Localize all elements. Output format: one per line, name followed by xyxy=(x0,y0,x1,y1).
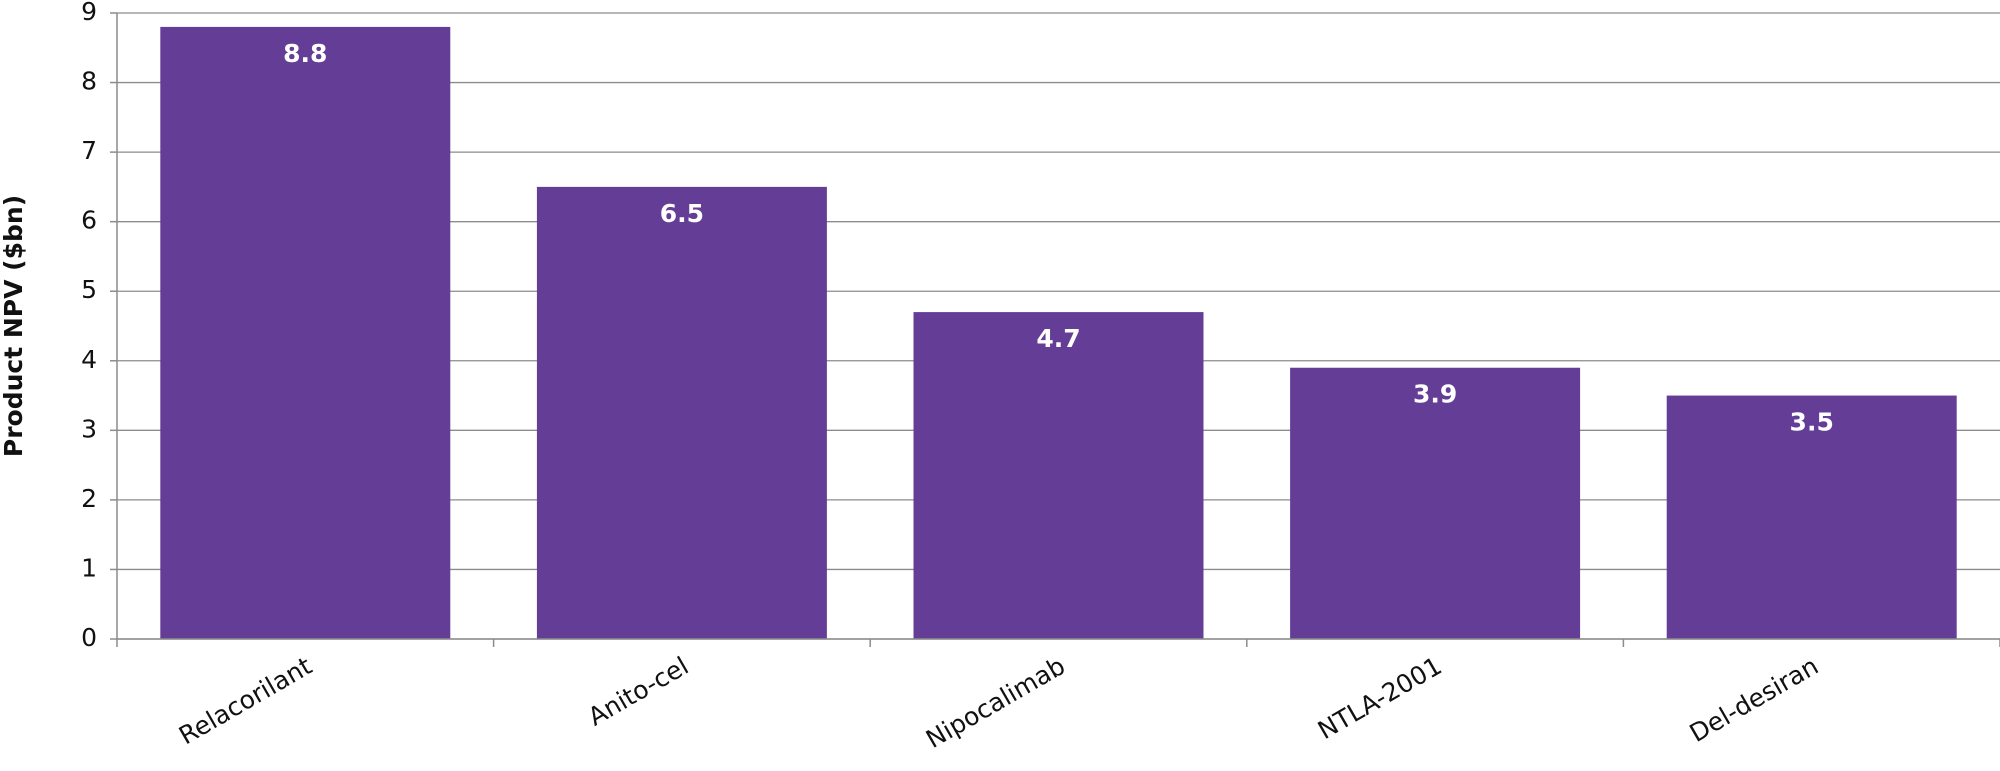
data-label: 6.5 xyxy=(660,199,704,228)
y-tick-label: 3 xyxy=(81,414,97,443)
data-label: 8.8 xyxy=(283,39,327,68)
bar xyxy=(1666,395,1957,639)
bar xyxy=(160,26,451,639)
bar xyxy=(1290,367,1581,639)
bar xyxy=(536,186,827,639)
y-axis-label: Product NPV ($bn) xyxy=(0,195,28,457)
x-tick-label: Anito-cel xyxy=(583,651,693,731)
y-tick-label: 2 xyxy=(81,484,97,513)
y-tick-label: 7 xyxy=(81,136,97,165)
y-tick-label: 6 xyxy=(81,206,97,235)
y-tick-label: 4 xyxy=(81,345,97,374)
x-tick-label: Del-desiran xyxy=(1685,651,1824,748)
data-label: 4.7 xyxy=(1036,324,1080,353)
y-tick-label: 9 xyxy=(81,0,97,26)
y-tick-label: 0 xyxy=(81,623,97,652)
x-tick-label: Nipocalimab xyxy=(921,651,1070,754)
y-tick-label: 5 xyxy=(81,275,97,304)
y-tick-label: 1 xyxy=(81,553,97,582)
y-tick-label: 8 xyxy=(81,67,97,96)
data-label: 3.5 xyxy=(1790,408,1834,437)
bar xyxy=(913,312,1204,639)
data-label: 3.9 xyxy=(1413,380,1457,409)
x-tick-label: Relacorilant xyxy=(174,651,317,750)
x-tick-label: NTLA-2001 xyxy=(1313,651,1447,745)
